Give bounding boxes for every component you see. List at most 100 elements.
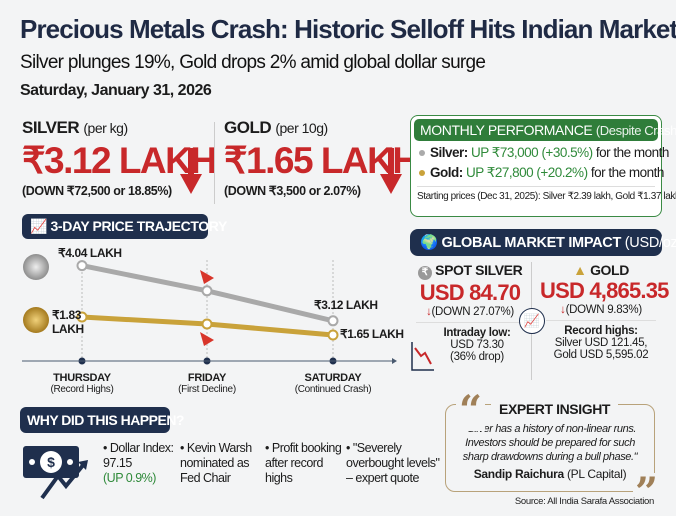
rupee-coin-icon: ₹	[417, 266, 432, 280]
falling-chart-icon	[411, 342, 434, 371]
gold-label: Gold:	[430, 165, 463, 180]
silver-dot-icon	[419, 150, 425, 157]
silver-sat-label: ₹3.12 LAKH	[314, 298, 378, 312]
reason-text: Dollar Index: 97.15	[103, 441, 174, 470]
global-unit: (USD/oz)	[624, 235, 676, 251]
silver-thu-label: ₹4.04 LAKH	[58, 246, 122, 260]
expert-insight-box: “ EXPERT INSIGHT "Silver has a history o…	[445, 391, 660, 513]
chart-trend-icon: 📈	[30, 218, 48, 234]
global-title: GLOBAL MARKET IMPACT	[441, 235, 622, 251]
divider	[214, 122, 215, 204]
source-note: Source: All India Sarafa Association	[514, 496, 654, 507]
global-header: 🌍 GLOBAL MARKET IMPACT (USD/oz)	[410, 229, 676, 256]
why-header: WHY DID THIS HAPPEN?	[20, 407, 184, 433]
date: Saturday, January 31, 2026	[20, 82, 212, 99]
day-name: THURSDAY	[53, 372, 111, 384]
reason-text: Profit booking after record highs	[265, 441, 342, 485]
suffix: for the month	[590, 165, 665, 180]
svg-text:$: $	[47, 454, 55, 470]
gold-bars-icon: ▲	[573, 262, 587, 278]
silver-unit: (per kg)	[83, 120, 128, 136]
day-name: FRIDAY	[187, 372, 227, 384]
global-gold-price: USD 4,865.35	[540, 278, 669, 303]
silver-point-friday	[201, 285, 213, 297]
spot-silver-change: ↓(DOWN 27.07%)	[410, 306, 530, 318]
day-name: SATURDAY	[304, 372, 362, 384]
silver-price: ₹3.12 LAKH	[22, 140, 217, 181]
monthly-title: MONTHLY PERFORMANCE	[420, 122, 593, 138]
intraday-low: Intraday low: USD 73.30 (36% drop)	[416, 322, 524, 363]
gold-sat-label: ₹1.65 LAKH	[340, 327, 404, 341]
page-title: Precious Metals Crash: Historic Selloff …	[20, 14, 676, 44]
close-quote-icon: ”	[632, 469, 660, 516]
intraday-title: Intraday low:	[443, 327, 511, 339]
gold-price: ₹1.65 LAKH	[224, 140, 419, 181]
gold-dot-icon	[419, 170, 425, 177]
silver-label: SILVER	[22, 118, 80, 137]
silver-change: (DOWN ₹72,500 or 18.85%)	[22, 184, 172, 198]
spot-silver-column: ₹ SPOT SILVER USD 84.70 ↓(DOWN 27.07%) I…	[410, 262, 530, 363]
global-gold-label: GOLD	[590, 262, 629, 278]
reason-text: Kevin Warsh nominated as Fed Chair	[180, 441, 252, 485]
gold-heading: GOLD (per 10g)	[224, 118, 418, 138]
silver-label: Silver:	[430, 145, 468, 160]
global-gold-column: ▲ GOLD USD 4,865.35 ↓(DOWN 9.83%) Record…	[540, 262, 669, 361]
spot-silver-label: SPOT SILVER	[435, 262, 523, 278]
down-arrow-icon: ↓	[560, 304, 566, 316]
silver-bars-icon	[23, 254, 49, 280]
change-text: (DOWN 27.07%)	[431, 306, 515, 318]
day-label-thursday: THURSDAY (Record Highs)	[27, 372, 137, 395]
global-gold-heading: ▲ GOLD	[540, 262, 662, 278]
growth-chart-icon: 📈	[519, 308, 545, 334]
silver-heading: SILVER (per kg)	[22, 118, 216, 138]
monthly-performance-panel: MONTHLY PERFORMANCE (Despite Crash) Silv…	[410, 115, 676, 217]
expert-name: Sandip Raichura	[473, 467, 565, 482]
expert-org: (PL Capital)	[566, 467, 627, 482]
suffix: for the month	[595, 145, 670, 160]
day-label-friday: FRIDAY (First Decline)	[152, 372, 262, 395]
spot-silver-price: USD 84.70	[419, 280, 521, 305]
change-text: (DOWN 9.83%)	[565, 304, 643, 316]
trajectory-header: 📈 3-DAY PRICE TRAJECTORY	[22, 214, 227, 239]
monthly-silver-row: Silver: UP ₹73,000 (+30.5%) for the mont…	[411, 145, 669, 161]
gold-bars-icon	[23, 307, 49, 333]
expert-attribution: Sandip Raichura (PL Capital)	[446, 467, 654, 481]
record-silver: Silver USD 121.45,	[554, 337, 648, 349]
gold-change: (DOWN ₹3,500 or 2.07%)	[224, 184, 361, 198]
silver-monthly-value: UP ₹73,000 (+30.5%)	[471, 145, 593, 160]
gold-price-block: GOLD (per 10g) ₹1.65 LAKH (DOWN ₹3,500 o…	[224, 118, 419, 198]
gold-monthly-value: UP ₹27,800 (+20.2%)	[466, 165, 588, 180]
globe-icon: 🌍	[420, 235, 438, 251]
subtitle: Silver plunges 19%, Gold drops 2% amid g…	[20, 52, 486, 73]
axis-arrow-icon	[392, 358, 397, 364]
decline-arrow-icon	[200, 332, 214, 346]
spot-silver-heading: ₹ SPOT SILVER	[410, 262, 530, 280]
reason-text: "Severely overbought levels" – expert qu…	[346, 441, 440, 485]
open-quote-icon: “	[456, 391, 486, 431]
expert-quote: "Silver has a history of non-linear runs…	[462, 423, 638, 463]
day-label-saturday: SATURDAY (Continued Crash)	[278, 372, 388, 395]
trajectory-chart	[22, 254, 397, 365]
gold-point-saturday	[327, 329, 339, 341]
day-note: (Continued Crash)	[294, 384, 372, 395]
decline-arrow-icon	[200, 270, 214, 284]
gold-thu-label: ₹1.83 LAKH	[52, 308, 84, 336]
monthly-title-note: (Despite Crash)	[595, 123, 676, 138]
reason-warsh: • Kevin Warsh nominated as Fed Chair	[180, 441, 252, 485]
silver-point-thursday	[76, 260, 88, 272]
day-note: (Record Highs)	[50, 384, 114, 395]
global-gold-change: ↓(DOWN 9.83%)	[540, 304, 662, 316]
record-highs: Record highs: Silver USD 121.45, Gold US…	[546, 320, 656, 361]
intraday-value: USD 73.30	[450, 339, 504, 351]
down-arrow-icon: ↓	[426, 306, 432, 318]
down-arrow-icon	[380, 148, 402, 194]
silver-price-block: SILVER (per kg) ₹3.12 LAKH (DOWN ₹72,500…	[22, 118, 217, 198]
starting-prices-note: Starting prices (Dec 31, 2025): Silver ₹…	[417, 186, 676, 202]
trajectory-title: 3-DAY PRICE TRAJECTORY	[50, 218, 228, 234]
down-arrow-icon	[180, 148, 202, 194]
reason-overbought: • "Severely overbought levels" – expert …	[346, 441, 440, 485]
reason-dollar-index: • Dollar Index: 97.15 (UP 0.9%)	[103, 441, 174, 485]
dollar-surge-icon: $	[23, 446, 88, 500]
reason-profit-booking: • Profit booking after record highs	[265, 441, 342, 485]
expert-title: EXPERT INSIGHT	[491, 401, 619, 417]
